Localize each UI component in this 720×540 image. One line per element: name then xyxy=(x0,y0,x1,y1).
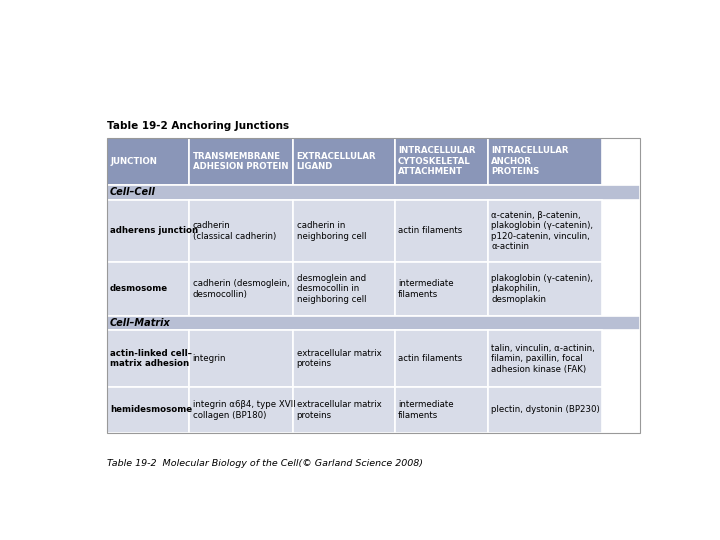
Text: INTRACELLULAR
CYTOSKELETAL
ATTACHMENT: INTRACELLULAR CYTOSKELETAL ATTACHMENT xyxy=(398,146,475,176)
Bar xyxy=(107,185,639,200)
Bar xyxy=(395,200,487,262)
Bar xyxy=(189,330,293,387)
Bar xyxy=(487,262,603,316)
Bar xyxy=(189,138,293,185)
Bar xyxy=(107,316,639,330)
Text: desmosome: desmosome xyxy=(110,285,168,294)
Text: integrin: integrin xyxy=(193,354,226,363)
Bar xyxy=(293,138,395,185)
Text: cadherin in
neighboring cell: cadherin in neighboring cell xyxy=(297,221,366,241)
Bar xyxy=(107,138,189,185)
Text: extracellular matrix
proteins: extracellular matrix proteins xyxy=(297,349,382,368)
Text: Table 19-2 Anchoring Junctions: Table 19-2 Anchoring Junctions xyxy=(107,122,289,131)
Text: cadherin
(classical cadherin): cadherin (classical cadherin) xyxy=(193,221,276,241)
Bar xyxy=(487,138,603,185)
Bar xyxy=(107,200,189,262)
Text: adherens junction: adherens junction xyxy=(110,226,198,235)
Text: plakoglobin (γ-catenin),
plakophilin,
desmoplakin: plakoglobin (γ-catenin), plakophilin, de… xyxy=(491,274,593,304)
Text: JUNCTION: JUNCTION xyxy=(110,157,157,166)
Bar xyxy=(189,262,293,316)
Text: cadherin (desmoglein,
desmocollin): cadherin (desmoglein, desmocollin) xyxy=(193,279,289,299)
Text: INTRACELLULAR
ANCHOR
PROTEINS: INTRACELLULAR ANCHOR PROTEINS xyxy=(491,146,569,176)
Bar xyxy=(189,387,293,433)
Bar xyxy=(293,330,395,387)
Bar xyxy=(293,262,395,316)
Text: actin filaments: actin filaments xyxy=(398,354,462,363)
Bar xyxy=(395,330,487,387)
Bar xyxy=(487,330,603,387)
Text: Cell–Cell: Cell–Cell xyxy=(110,187,156,197)
Text: plectin, dystonin (BP230): plectin, dystonin (BP230) xyxy=(491,406,600,414)
Text: extracellular matrix
proteins: extracellular matrix proteins xyxy=(297,400,382,420)
Text: talin, vinculin, α-actinin,
filamin, paxillin, focal
adhesion kinase (FAK): talin, vinculin, α-actinin, filamin, pax… xyxy=(491,344,595,374)
Text: Cell–Matrix: Cell–Matrix xyxy=(110,318,171,328)
Text: α-catenin, β-catenin,
plakoglobin (γ-catenin),
p120-catenin, vinculin,
α-actinin: α-catenin, β-catenin, plakoglobin (γ-cat… xyxy=(491,211,593,251)
Text: integrin α6β4, type XVII
collagen (BP180): integrin α6β4, type XVII collagen (BP180… xyxy=(193,400,295,420)
Bar xyxy=(107,262,189,316)
Bar xyxy=(395,138,487,185)
Text: actin filaments: actin filaments xyxy=(398,226,462,235)
Text: hemidesmosome: hemidesmosome xyxy=(110,406,192,414)
Bar xyxy=(487,387,603,433)
Bar xyxy=(395,387,487,433)
Bar xyxy=(107,387,189,433)
Bar xyxy=(189,200,293,262)
Text: intermediate
filaments: intermediate filaments xyxy=(398,279,454,299)
Bar xyxy=(395,262,487,316)
Text: EXTRACELLULAR
LIGAND: EXTRACELLULAR LIGAND xyxy=(297,152,377,171)
Bar xyxy=(487,200,603,262)
Text: Table 19-2  Molecular Biology of the Cell(© Garland Science 2008): Table 19-2 Molecular Biology of the Cell… xyxy=(107,459,423,468)
Bar xyxy=(107,138,639,433)
Bar xyxy=(107,330,189,387)
Bar xyxy=(293,200,395,262)
Text: TRANSMEMBRANE
ADHESION PROTEIN: TRANSMEMBRANE ADHESION PROTEIN xyxy=(193,152,288,171)
Text: intermediate
filaments: intermediate filaments xyxy=(398,400,454,420)
Bar xyxy=(293,387,395,433)
Text: actin-linked cell–
matrix adhesion: actin-linked cell– matrix adhesion xyxy=(110,349,192,368)
Text: desmoglein and
desmocollin in
neighboring cell: desmoglein and desmocollin in neighborin… xyxy=(297,274,366,304)
